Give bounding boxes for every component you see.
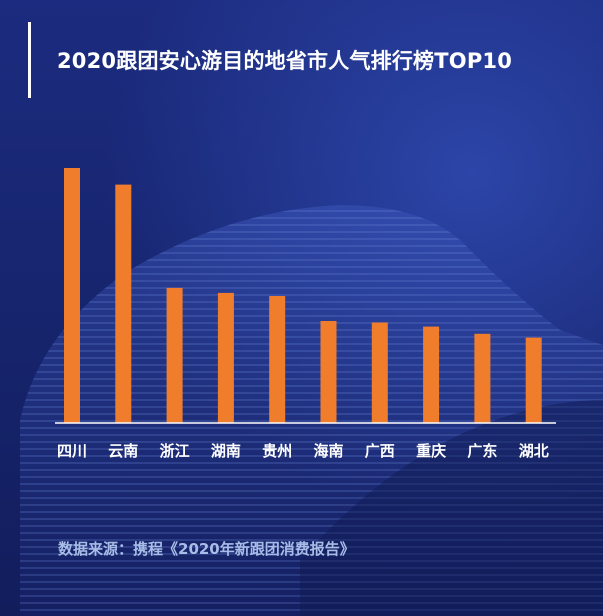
- x-tick-label: 重庆: [416, 442, 446, 460]
- x-tick-label: 湖南: [211, 442, 241, 460]
- title-accent-bar: [28, 22, 31, 98]
- bar-1: [64, 168, 80, 423]
- bar-6: [320, 321, 337, 423]
- bar-8: [423, 326, 440, 423]
- bar-4: [217, 292, 234, 423]
- x-tick-label: 浙江: [160, 442, 190, 460]
- bar-10: [525, 337, 542, 423]
- bar-5: [269, 296, 286, 423]
- x-tick-label: 湖北: [519, 442, 549, 460]
- chart-title: 2020跟团安心游目的地省市人气排行榜TOP10: [57, 49, 513, 73]
- x-tick-label: 贵州: [262, 442, 292, 460]
- x-tick-labels: 四川 云南 浙江 湖南 贵州 海南 广西 重庆 广东 湖北: [57, 442, 549, 460]
- x-tick-label: 广西: [365, 442, 395, 460]
- bars-group: [64, 168, 542, 424]
- bar-3: [166, 287, 183, 424]
- bar-7: [371, 322, 388, 423]
- bar-9: [474, 333, 491, 424]
- bar-2: [115, 184, 132, 423]
- x-tick-label: 四川: [57, 442, 87, 460]
- x-tick-label: 广东: [467, 442, 497, 460]
- data-source-note: 数据来源：携程《2020年新跟团消费报告》: [58, 540, 355, 558]
- x-tick-label: 海南: [313, 442, 343, 460]
- x-tick-label: 云南: [108, 442, 138, 460]
